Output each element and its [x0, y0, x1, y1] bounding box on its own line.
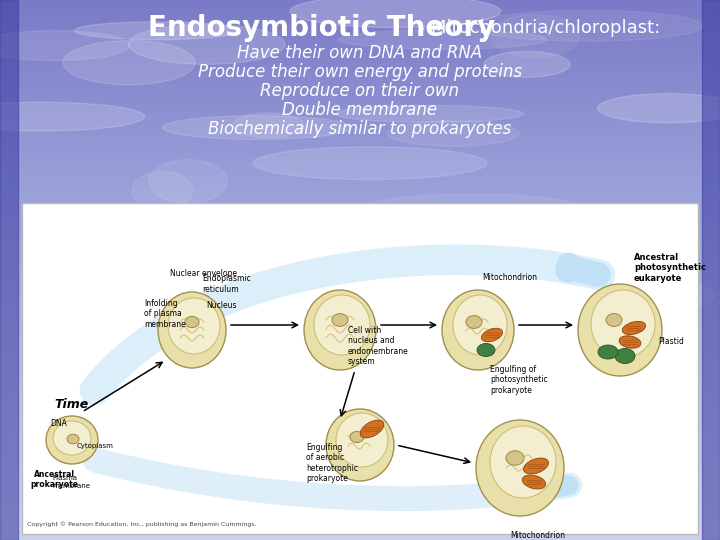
Ellipse shape: [498, 276, 714, 315]
Ellipse shape: [158, 292, 226, 368]
Ellipse shape: [606, 314, 622, 326]
Text: Nuclear envelope: Nuclear envelope: [170, 269, 237, 279]
Ellipse shape: [176, 204, 284, 231]
Ellipse shape: [46, 416, 98, 464]
Ellipse shape: [482, 328, 503, 342]
Ellipse shape: [578, 284, 662, 376]
Ellipse shape: [438, 256, 601, 285]
Text: Biochemically similar to prokaryotes: Biochemically similar to prokaryotes: [208, 120, 512, 138]
Text: DNA: DNA: [50, 420, 67, 429]
Text: Plasma
membrane: Plasma membrane: [52, 476, 90, 489]
Ellipse shape: [253, 147, 487, 180]
Ellipse shape: [522, 475, 546, 489]
Ellipse shape: [466, 315, 482, 328]
Ellipse shape: [53, 421, 91, 455]
Text: Nucleus: Nucleus: [206, 301, 236, 310]
Ellipse shape: [490, 426, 556, 498]
Ellipse shape: [472, 10, 703, 41]
Ellipse shape: [327, 217, 389, 235]
Ellipse shape: [591, 290, 655, 358]
Ellipse shape: [0, 102, 145, 131]
Ellipse shape: [523, 458, 549, 474]
Ellipse shape: [128, 24, 285, 64]
Text: Engulfing of
photosynthetic
prokaryote: Engulfing of photosynthetic prokaryote: [490, 365, 548, 395]
Text: Ancestral
photosynthetic
eukaryote: Ancestral photosynthetic eukaryote: [634, 253, 706, 283]
Text: Mitochondrion: Mitochondrion: [510, 531, 565, 540]
Ellipse shape: [360, 194, 586, 228]
Text: Copyright © Pearson Education, Inc., publishing as Benjamin Cummings.: Copyright © Pearson Education, Inc., pub…: [27, 521, 256, 527]
Ellipse shape: [162, 116, 352, 139]
Ellipse shape: [477, 343, 495, 356]
Text: Have their own DNA and RNA: Have their own DNA and RNA: [238, 44, 482, 62]
Ellipse shape: [598, 93, 720, 123]
Text: Plastid: Plastid: [658, 338, 684, 347]
Ellipse shape: [314, 295, 370, 355]
Text: Double membrane: Double membrane: [282, 101, 438, 119]
Text: Endoplasmic
reticulum: Endoplasmic reticulum: [202, 274, 251, 294]
Ellipse shape: [484, 51, 570, 77]
Text: Engulfing
of aerobic
heterotrophic
prokaryote: Engulfing of aerobic heterotrophic proka…: [306, 443, 358, 483]
Ellipse shape: [491, 15, 580, 57]
Bar: [702, 0, 720, 540]
Text: Cytoplasm: Cytoplasm: [77, 443, 114, 449]
Ellipse shape: [0, 30, 130, 60]
Ellipse shape: [75, 22, 240, 39]
Ellipse shape: [67, 434, 79, 444]
Ellipse shape: [339, 30, 546, 49]
Ellipse shape: [360, 420, 384, 438]
Text: Endosymbiotic Theory: Endosymbiotic Theory: [148, 14, 495, 42]
Text: Time: Time: [54, 397, 89, 410]
Text: - Mitochondria/chloroplast:: - Mitochondria/chloroplast:: [413, 19, 660, 37]
Ellipse shape: [619, 336, 641, 348]
Text: Produce their own energy and proteins: Produce their own energy and proteins: [198, 63, 522, 81]
Bar: [0, 0, 18, 540]
Ellipse shape: [453, 295, 507, 355]
Ellipse shape: [476, 420, 564, 516]
Ellipse shape: [442, 290, 514, 370]
Ellipse shape: [622, 321, 646, 335]
Text: Mitochondrion: Mitochondrion: [482, 273, 537, 282]
Ellipse shape: [63, 40, 195, 85]
Ellipse shape: [233, 113, 304, 138]
Ellipse shape: [149, 159, 228, 204]
Ellipse shape: [185, 316, 199, 328]
Ellipse shape: [290, 0, 500, 28]
Ellipse shape: [615, 348, 635, 363]
Text: Ancestral
prokaryote: Ancestral prokaryote: [30, 470, 78, 489]
Ellipse shape: [304, 290, 376, 370]
Ellipse shape: [168, 298, 220, 354]
Ellipse shape: [506, 451, 524, 465]
Ellipse shape: [84, 244, 261, 258]
Ellipse shape: [598, 345, 618, 359]
Ellipse shape: [461, 284, 591, 296]
Ellipse shape: [335, 105, 523, 123]
Ellipse shape: [336, 413, 388, 467]
Ellipse shape: [350, 431, 364, 443]
Ellipse shape: [132, 171, 193, 211]
Ellipse shape: [332, 314, 348, 326]
Text: Reproduce on their own: Reproduce on their own: [261, 82, 459, 100]
FancyBboxPatch shape: [22, 203, 698, 534]
Text: Infolding
of plasma
membrane: Infolding of plasma membrane: [144, 299, 186, 329]
Ellipse shape: [387, 121, 519, 146]
Text: Cell with
nucleus and
endomembrane
system: Cell with nucleus and endomembrane syste…: [348, 326, 409, 366]
Ellipse shape: [326, 409, 394, 481]
